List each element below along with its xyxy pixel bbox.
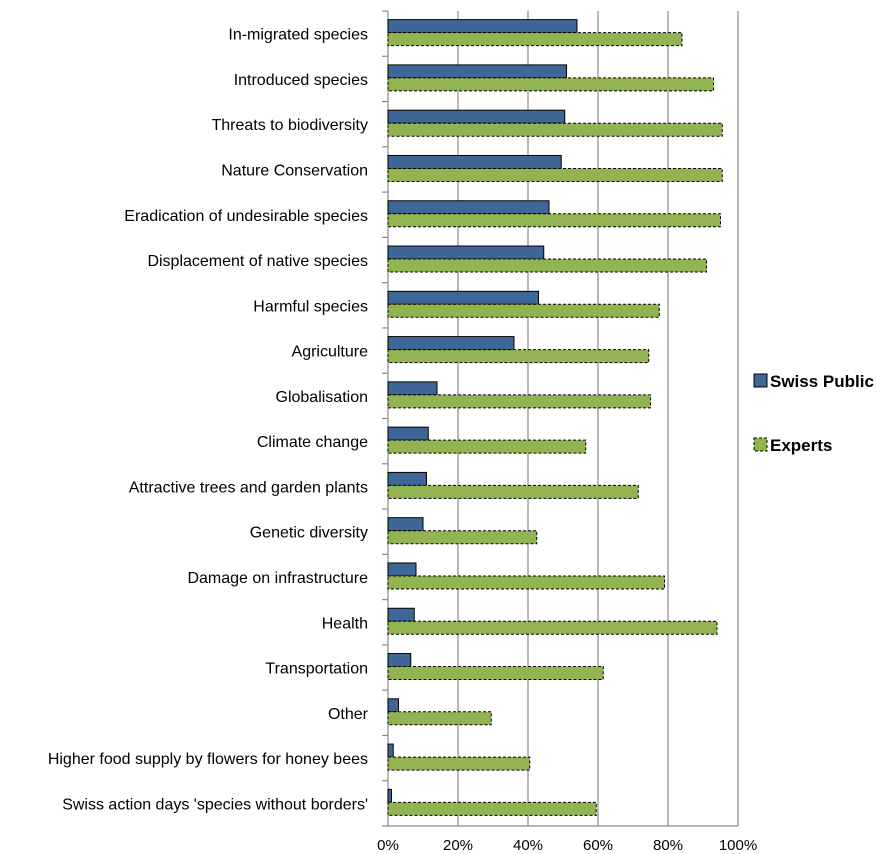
bar-experts — [387, 258, 707, 273]
category-label: Transportation — [265, 661, 368, 678]
category-label: Other — [328, 706, 369, 723]
bar-swiss-public — [387, 200, 550, 215]
bar-swiss-public — [387, 336, 515, 351]
bar-experts — [387, 32, 683, 47]
bar-experts — [387, 303, 660, 318]
legend-swatch — [753, 373, 768, 388]
bar-swiss-public — [387, 19, 578, 34]
category-label: Globalisation — [276, 389, 369, 406]
bar-swiss-public — [387, 64, 567, 79]
category-label: Agriculture — [292, 344, 369, 361]
bar-swiss-public — [387, 109, 566, 124]
bar-swiss-public — [387, 517, 424, 532]
bar-experts — [387, 122, 723, 137]
bar-experts — [387, 213, 721, 228]
bar-swiss-public — [387, 154, 562, 169]
category-label: Genetic diversity — [250, 525, 368, 542]
category-label: Nature Conservation — [221, 162, 368, 179]
bar-experts — [387, 575, 665, 590]
category-labels: In-migrated species Introduced species Thr… — [48, 27, 369, 814]
bar-swiss-public — [387, 471, 427, 486]
bar-swiss-public — [387, 607, 415, 622]
bar-experts — [387, 77, 714, 92]
bar-experts — [387, 530, 538, 545]
category-label: Displacement of native species — [147, 253, 368, 270]
gridlines — [382, 10, 739, 827]
x-tick-label: 40% — [513, 837, 543, 854]
bar-experts — [387, 666, 604, 681]
bar-experts — [387, 620, 718, 635]
category-label: Health — [322, 615, 368, 632]
bar-swiss-public — [387, 562, 417, 577]
bar-experts — [387, 167, 723, 182]
x-tick-label: 60% — [583, 837, 613, 854]
legend-label: Swiss Public — [770, 372, 874, 391]
bar-swiss-public — [387, 653, 412, 668]
bar-swiss-public — [387, 426, 429, 441]
legend-label: Experts — [770, 436, 832, 455]
bar-experts — [387, 801, 597, 816]
category-label: Climate change — [257, 434, 368, 451]
bar-swiss-public — [387, 245, 545, 260]
bar-swiss-public — [387, 290, 539, 305]
bar-experts — [387, 711, 492, 726]
legend-swatch — [753, 437, 768, 452]
bar-swiss-public — [387, 743, 394, 758]
bar-experts — [387, 349, 650, 364]
category-label: Introduced species — [234, 72, 368, 89]
x-tick-label: 0% — [377, 837, 399, 854]
category-label: Swiss action days 'species without borde… — [62, 796, 368, 813]
bar-swiss-public — [387, 698, 399, 713]
x-tick-label: 100% — [719, 837, 757, 854]
category-label: Attractive trees and garden plants — [129, 479, 368, 496]
category-label: Damage on infrastructure — [187, 570, 368, 587]
x-tick-label: 80% — [653, 837, 683, 854]
bar-swiss-public — [387, 788, 392, 803]
category-label: Threats to biodiversity — [211, 117, 368, 134]
legend: Swiss Public Experts — [753, 372, 874, 455]
category-label: Harmful species — [253, 298, 368, 315]
bar-experts — [387, 756, 531, 771]
bar-experts — [387, 484, 639, 499]
category-label: Eradication of undesirable species — [124, 208, 368, 225]
x-tick-labels: 0% 20% 40% 60% 80% 100% — [377, 837, 757, 854]
category-label: Higher food supply by flowers for honey … — [48, 751, 368, 768]
category-label: In-migrated species — [228, 27, 368, 44]
bars — [387, 19, 723, 816]
bar-swiss-public — [387, 381, 438, 396]
bar-experts — [387, 439, 587, 454]
bar-experts — [387, 394, 651, 409]
x-tick-label: 20% — [443, 837, 473, 854]
